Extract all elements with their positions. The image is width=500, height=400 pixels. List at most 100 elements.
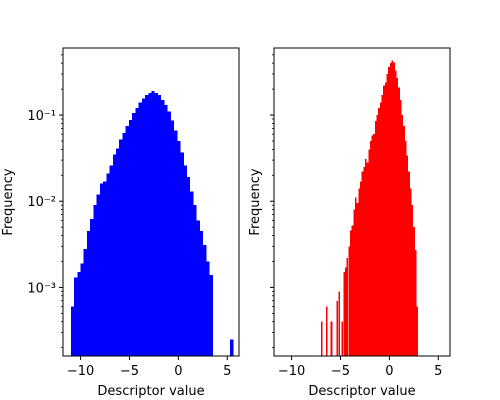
- right-histogram-bar-14: [356, 203, 359, 356]
- left-histogram-bar-34: [180, 152, 184, 356]
- right-histogram-bar-41: [401, 115, 404, 356]
- left-x-tick-label-1: −5: [120, 364, 139, 379]
- right-histogram-bar-37: [394, 70, 397, 357]
- left-histogram-bar-30: [167, 111, 171, 357]
- right-histogram-bar-15: [358, 188, 360, 356]
- left-histogram-bar-35: [183, 165, 187, 356]
- right-histogram-bar-46: [409, 188, 412, 356]
- right-x-tick-label-2: 0: [385, 364, 393, 379]
- left-histogram-bar-22: [141, 98, 146, 356]
- right-histogram-bar-42: [403, 125, 405, 356]
- left-histogram-bar-42: [206, 261, 210, 356]
- right-histogram-bar-24: [373, 134, 375, 356]
- right-histogram-bar-44: [406, 155, 409, 356]
- right-histogram-bar-1: [325, 306, 328, 356]
- right-histogram-bar-9: [348, 246, 350, 356]
- right-histogram-panel: −10 −5 0 5 Descriptor value Frequency: [248, 47, 451, 399]
- left-histogram-bar-6: [90, 219, 94, 356]
- left-x-tick-label-0: −10: [67, 364, 94, 379]
- right-y-axis-label: Frequency: [248, 168, 263, 235]
- left-histogram-bar-39: [196, 220, 200, 356]
- left-histogram-bar-41: [203, 245, 207, 356]
- right-x-ticks: −10 −5 0 5: [278, 356, 442, 379]
- right-histogram-bar-12: [353, 209, 355, 356]
- left-histogram-bar-27: [157, 95, 162, 356]
- left-histogram-bar-13: [112, 154, 116, 356]
- left-histogram-bar-16: [122, 132, 126, 356]
- left-histogram-bar-23: [145, 94, 149, 356]
- left-x-axis-label: Descriptor value: [97, 384, 204, 399]
- left-histogram-bar-19: [132, 113, 136, 356]
- right-histogram-bar-8: [346, 257, 349, 356]
- right-histogram-bar-25: [374, 121, 377, 356]
- right-histogram-bar-48: [413, 227, 415, 356]
- left-histogram-bar-40: [199, 231, 204, 356]
- right-histogram-bar-6: [343, 272, 346, 356]
- right-histogram-bar-50: [416, 306, 419, 356]
- left-histogram-bar-43: [209, 274, 213, 356]
- left-x-ticks: −10 −5 0 5: [67, 356, 231, 379]
- right-histogram-bar-31: [384, 82, 387, 356]
- right-histogram-bar-36: [393, 62, 395, 356]
- left-x-tick-label-2: 0: [174, 364, 182, 379]
- right-histogram-bar-30: [383, 85, 385, 357]
- right-x-tick-label-1: −5: [331, 364, 350, 379]
- right-histogram-bar-18: [363, 166, 365, 356]
- left-histogram-bar-9: [99, 183, 104, 356]
- left-histogram-bar-33: [177, 141, 181, 356]
- right-histogram-bar-13: [354, 197, 357, 356]
- right-histogram-bar-32: [386, 73, 389, 356]
- right-histogram-bar-43: [404, 141, 407, 356]
- left-histogram-bar-25: [151, 91, 155, 356]
- left-histogram-panel: −10 −5 0 5 10⁻³ 10⁻² 10⁻¹ Descriptor value Fr…: [1, 47, 240, 399]
- left-histogram-bar-18: [128, 119, 133, 356]
- left-histogram-bar-31: [170, 120, 175, 357]
- right-x-tick-label-3: 5: [434, 364, 442, 379]
- right-histogram-bar-11: [351, 225, 354, 356]
- right-histogram-bar-49: [414, 250, 417, 356]
- right-histogram-bar-7: [344, 267, 347, 356]
- left-histogram-bar-21: [138, 102, 142, 356]
- left-y-tick-label-0: 10⁻³: [27, 281, 56, 296]
- left-histogram-bar-12: [109, 165, 113, 356]
- left-histogram-bar-2: [77, 272, 81, 356]
- left-histogram-bar-7: [93, 205, 97, 356]
- right-histogram-bar-0: [320, 321, 323, 356]
- right-histogram-bar-40: [399, 99, 402, 356]
- left-histogram-bar-1: [74, 277, 78, 356]
- right-histogram-bar-2: [330, 321, 333, 356]
- right-histogram-bar-21: [368, 149, 370, 356]
- right-histogram-bar-20: [366, 162, 369, 356]
- right-histogram-bar-4: [338, 291, 341, 356]
- left-histogram-bar-10: [103, 181, 107, 356]
- left-histogram-bar-28: [161, 99, 165, 356]
- left-histogram-bars: [70, 91, 234, 357]
- left-histogram-bar-11: [106, 173, 110, 356]
- right-x-axis-label: Descriptor value: [308, 384, 415, 399]
- right-histogram-bar-27: [378, 108, 380, 357]
- left-histogram-bar-24: [148, 93, 152, 356]
- right-histogram-bar-29: [381, 95, 384, 356]
- right-y-ticks: [270, 54, 274, 349]
- left-histogram-bar-26: [154, 93, 158, 356]
- right-histogram-bar-38: [396, 77, 399, 356]
- right-histogram-bar-19: [364, 158, 367, 356]
- left-y-ticks: 10⁻³ 10⁻² 10⁻¹: [27, 54, 63, 349]
- left-histogram-bar-29: [164, 105, 168, 357]
- right-histogram-bar-3: [336, 300, 339, 356]
- right-histogram-bar-10: [349, 230, 352, 356]
- right-histogram-bar-23: [371, 135, 374, 356]
- left-histogram-bar-0: [70, 306, 75, 356]
- right-histogram-bar-45: [408, 171, 410, 356]
- right-histogram-bar-35: [391, 60, 394, 356]
- right-histogram-bar-17: [361, 171, 364, 356]
- left-y-tick-label-2: 10⁻¹: [27, 109, 56, 124]
- left-histogram-bar-3: [80, 263, 84, 356]
- right-axes-frame: [273, 47, 451, 357]
- right-histogram-bar-34: [389, 63, 392, 357]
- left-histogram-bar-20: [135, 108, 139, 357]
- right-histogram-bar-33: [388, 67, 390, 357]
- right-x-tick-label-0: −10: [278, 364, 305, 379]
- left-histogram-bar-36: [186, 177, 191, 356]
